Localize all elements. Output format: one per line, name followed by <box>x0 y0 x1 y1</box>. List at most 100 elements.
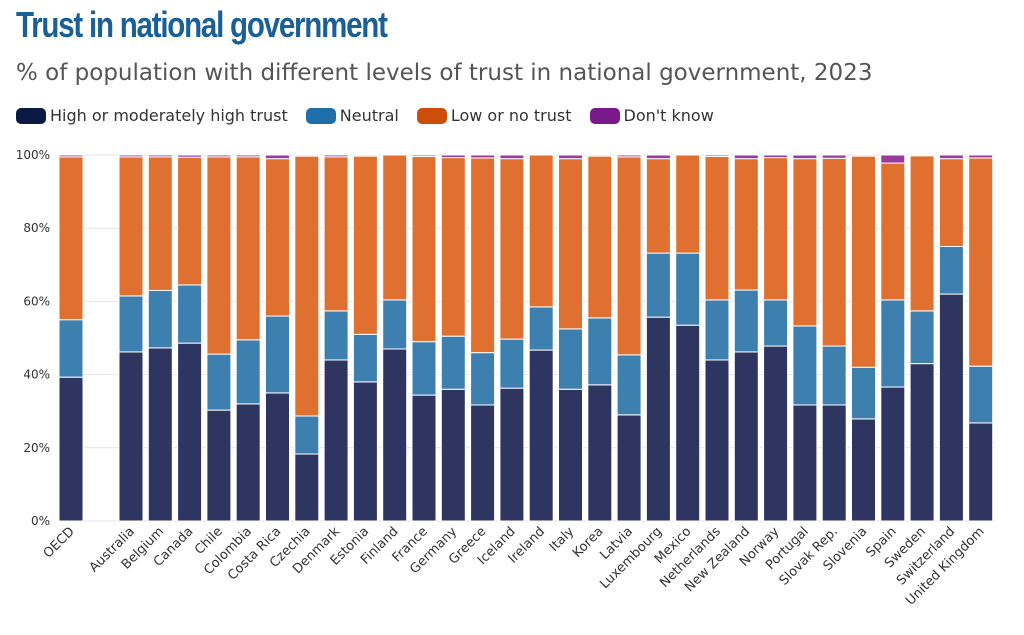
bar-segment <box>528 349 554 522</box>
bar-segment <box>265 158 290 317</box>
y-tick-label: 80% <box>23 221 50 235</box>
bar-segment <box>440 157 466 337</box>
bar-segment <box>792 325 818 406</box>
legend-label: Low or no trust <box>450 106 572 125</box>
bar-segment <box>470 404 496 522</box>
bar-segment <box>323 310 349 361</box>
bar-segment <box>821 345 847 406</box>
bar-segment <box>147 154 173 158</box>
bar-segment <box>528 154 554 308</box>
y-tick-label: 20% <box>23 441 50 455</box>
bar-segment <box>616 354 642 416</box>
bar-segment <box>909 154 935 157</box>
bar-segment <box>206 156 232 355</box>
bar-segment <box>499 338 525 389</box>
bar-segment <box>235 339 261 405</box>
bar-segment <box>528 306 554 351</box>
bar-segment <box>675 252 701 326</box>
bar-segment <box>880 162 906 301</box>
bar-segment <box>587 154 613 157</box>
bar-segment <box>645 316 671 522</box>
bar-segment <box>792 404 818 522</box>
bar-segment <box>411 154 437 157</box>
bar-segment <box>177 154 203 158</box>
bar-segment <box>265 315 290 394</box>
bar-segment <box>821 157 847 347</box>
bar-segment <box>294 415 320 455</box>
bar-segment <box>235 154 261 158</box>
bar-segment <box>645 252 671 318</box>
bar-segment <box>558 328 583 390</box>
bar-segment <box>616 156 642 356</box>
bar-segment <box>147 156 173 291</box>
legend-label: Neutral <box>339 106 399 125</box>
bar-segment <box>382 154 408 301</box>
bar-segment <box>909 155 935 312</box>
bar-segment <box>851 154 876 157</box>
bar-segment <box>265 154 290 160</box>
bar-segment <box>645 158 671 254</box>
bar-segment <box>177 342 203 522</box>
bar-segment <box>235 156 261 341</box>
bar-segment <box>58 156 84 321</box>
bar-segment <box>147 289 173 349</box>
bar-segment <box>587 317 613 386</box>
bar-segment <box>499 158 525 340</box>
y-tick-label: 0% <box>31 514 50 528</box>
bar-segment <box>177 284 203 344</box>
bar-segment <box>968 154 994 159</box>
bar-segment <box>323 156 349 312</box>
bar-segment <box>851 418 876 522</box>
bar-segment <box>440 388 466 522</box>
bar-segment <box>821 154 847 159</box>
bar-segment <box>177 156 203 286</box>
bar-segment <box>352 154 378 157</box>
y-tick-label: 60% <box>23 294 50 308</box>
bar-segment <box>880 386 906 522</box>
legend-item-low[interactable]: Low or no trust <box>416 106 572 125</box>
y-tick-label: 40% <box>23 368 50 382</box>
bar-segment <box>265 392 290 522</box>
bar-segment <box>470 157 496 354</box>
bar-segment <box>792 158 818 327</box>
bar-segment <box>763 154 789 159</box>
bar-segment <box>763 299 789 347</box>
legend-label: High or moderately high trust <box>50 106 288 125</box>
bar-segment <box>587 155 613 319</box>
legend-item-high[interactable]: High or moderately high trust <box>16 106 288 125</box>
bar-segment <box>58 154 84 158</box>
bar-segment <box>323 154 349 158</box>
bar-segment <box>821 404 847 522</box>
bar-segment <box>352 333 378 383</box>
bar-segment <box>763 345 789 522</box>
bar-segment <box>440 335 466 390</box>
bar-segment <box>499 154 525 160</box>
bar-segment <box>733 154 759 160</box>
bar-segment <box>470 154 496 159</box>
chart-title: Trust in national government <box>16 4 388 45</box>
bar-segment <box>235 403 261 522</box>
bar-segment <box>147 347 173 522</box>
chart-subtitle: % of population with different levels of… <box>16 60 873 86</box>
bar-segment <box>323 359 349 522</box>
bar-segment <box>118 351 144 522</box>
legend-item-dontknow[interactable]: Don't know <box>589 106 714 125</box>
legend-item-neutral[interactable]: Neutral <box>305 106 399 125</box>
bar-segment <box>909 363 935 522</box>
bar-segment <box>675 324 701 522</box>
bar-segment <box>704 154 730 157</box>
bar-segment <box>558 154 583 160</box>
x-tick-label: OECD <box>41 524 78 561</box>
bar-segment <box>411 155 437 343</box>
bar-segment <box>382 348 408 522</box>
legend-swatch <box>589 107 620 124</box>
bar-segment <box>58 319 84 378</box>
bar-segment <box>733 351 759 522</box>
bar-segment <box>880 299 906 388</box>
bar-segment <box>763 157 789 301</box>
bar-segment <box>118 295 144 353</box>
bar-segment <box>733 289 759 353</box>
bar-segment <box>645 154 671 160</box>
bar-segment <box>206 154 232 158</box>
